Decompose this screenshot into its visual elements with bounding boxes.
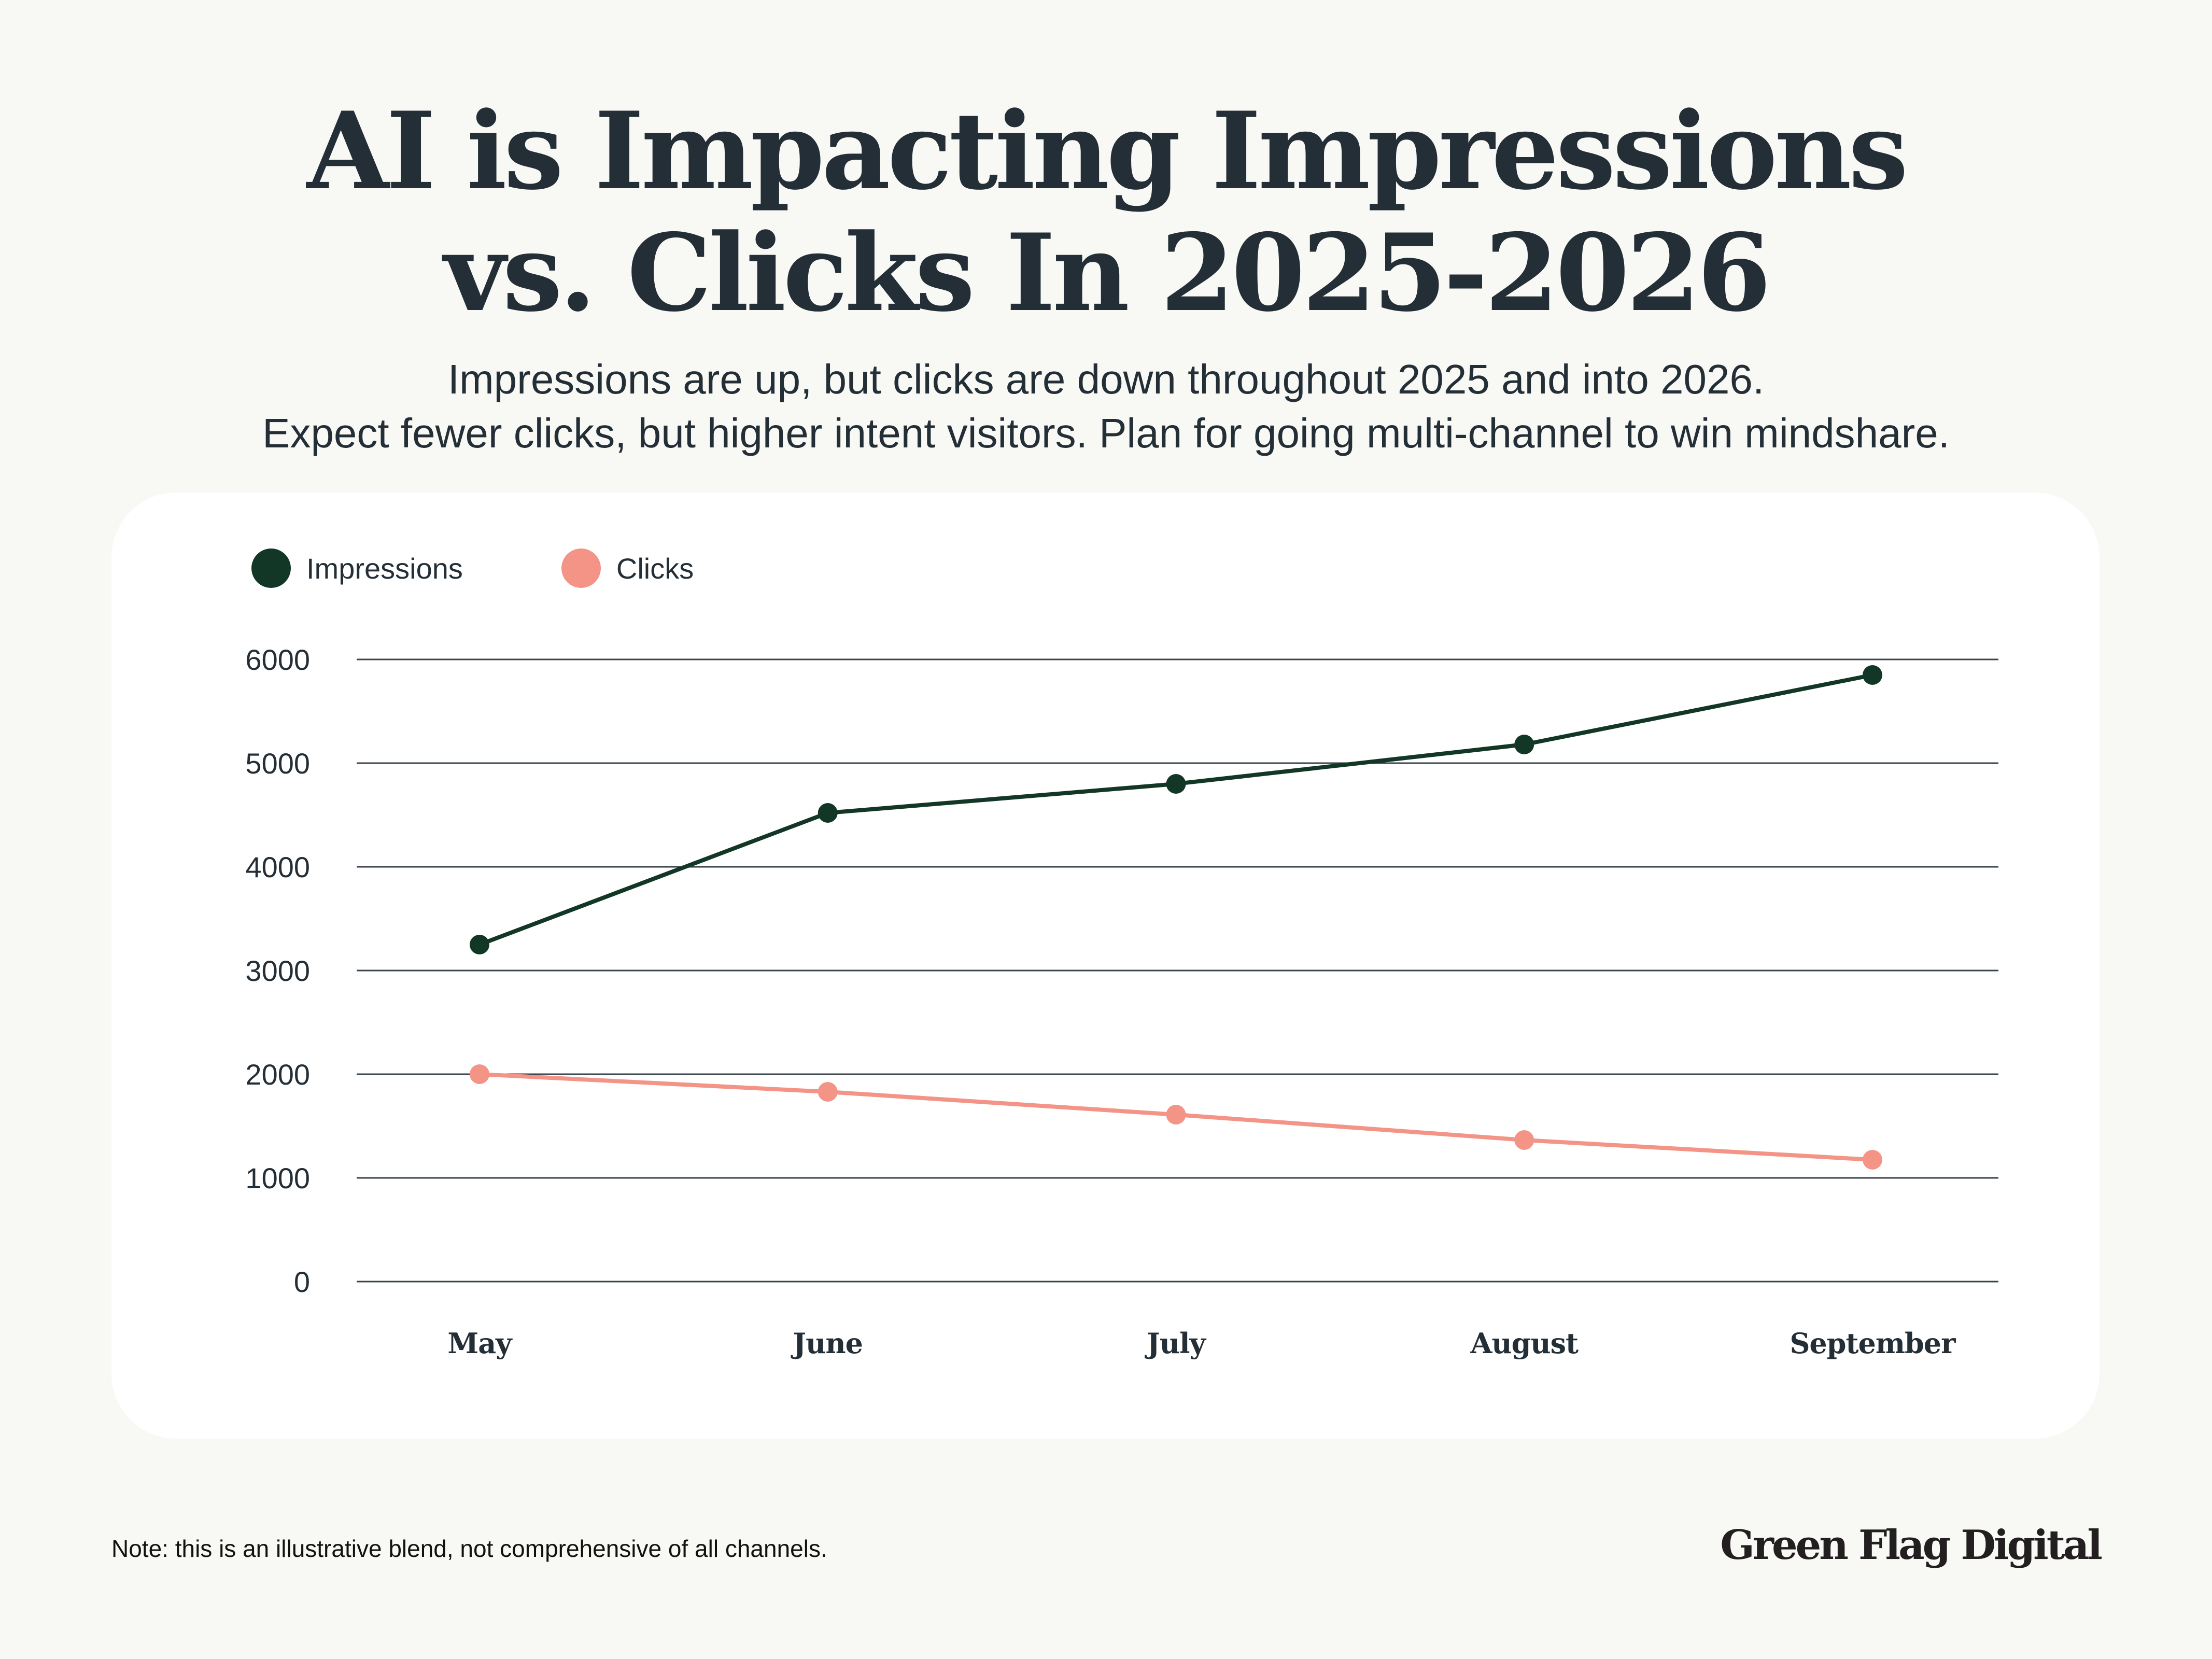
subtitle: Impressions are up, but clicks are down … bbox=[0, 353, 2212, 460]
impressions-point-may bbox=[470, 935, 489, 954]
title-line-2: vs. Clicks In 2025-2026 bbox=[444, 211, 1771, 335]
footnote: Note: this is an illustrative blend, not… bbox=[111, 1535, 827, 1562]
series-impressions bbox=[470, 665, 1882, 954]
x-axis-ticks: May June July August September bbox=[447, 1327, 1956, 1360]
page-title: AI is Impacting Impressions vs. Clicks I… bbox=[0, 91, 2212, 334]
clicks-dot-icon bbox=[561, 549, 601, 588]
series-layer bbox=[470, 665, 1882, 1170]
y-tick-label: 0 bbox=[294, 1266, 310, 1298]
clicks-point-september bbox=[1863, 1150, 1882, 1170]
subtitle-line-1: Impressions are up, but clicks are down … bbox=[447, 356, 1765, 402]
clicks-point-june bbox=[818, 1082, 838, 1102]
impressions-point-july bbox=[1166, 774, 1186, 794]
chart-legend: Impressions Clicks bbox=[251, 549, 792, 588]
y-tick-label: 4000 bbox=[245, 851, 310, 883]
y-tick-label: 2000 bbox=[245, 1058, 310, 1091]
x-tick-label: May bbox=[447, 1327, 513, 1360]
grid-layer bbox=[357, 658, 1998, 1283]
impressions-point-june bbox=[818, 803, 838, 823]
x-tick-label: September bbox=[1790, 1327, 1956, 1360]
title-line-1: AI is Impacting Impressions bbox=[306, 89, 1909, 214]
impressions-point-august bbox=[1514, 735, 1534, 754]
y-tick-label: 5000 bbox=[245, 747, 310, 780]
legend-label-clicks: Clicks bbox=[616, 552, 694, 585]
legend-item-impressions: Impressions bbox=[251, 549, 463, 588]
impressions-line bbox=[478, 673, 1873, 947]
y-tick-label: 3000 bbox=[245, 954, 310, 987]
legend-label-impressions: Impressions bbox=[306, 552, 463, 585]
x-tick-label: July bbox=[1145, 1327, 1206, 1360]
x-tick-label: August bbox=[1470, 1327, 1579, 1360]
impressions-dot-icon bbox=[251, 549, 291, 588]
y-tick-label: 1000 bbox=[245, 1162, 310, 1194]
y-axis-ticks: 0 1000 2000 3000 4000 5000 6000 bbox=[245, 643, 310, 1298]
clicks-point-august bbox=[1514, 1130, 1534, 1150]
impressions-point-september bbox=[1863, 665, 1882, 685]
x-tick-label: June bbox=[791, 1327, 863, 1360]
brand-logo: Green Flag Digital bbox=[1720, 1522, 2103, 1569]
subtitle-line-2: Expect fewer clicks, but higher intent v… bbox=[262, 410, 1950, 456]
series-clicks bbox=[470, 1064, 1882, 1170]
clicks-point-may bbox=[470, 1064, 489, 1084]
clicks-point-july bbox=[1166, 1105, 1186, 1124]
legend-item-clicks: Clicks bbox=[561, 549, 694, 588]
y-tick-label: 6000 bbox=[245, 643, 310, 676]
